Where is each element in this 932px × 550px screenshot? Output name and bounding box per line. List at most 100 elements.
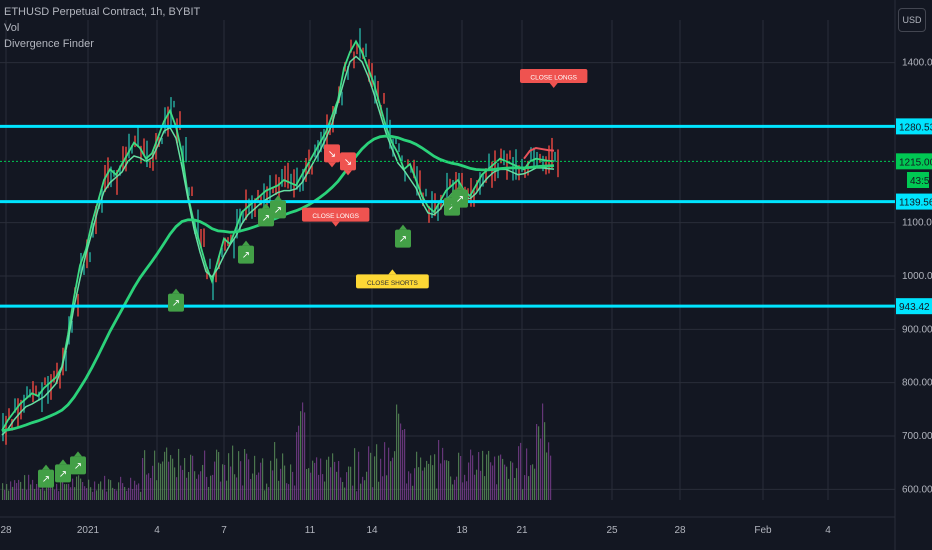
price-candle (233, 239, 235, 259)
volume-bar (506, 466, 508, 500)
price-candle (155, 133, 157, 160)
sell-signal-marker[interactable]: CLOSE LONGS (302, 207, 370, 227)
volume-bar (164, 451, 166, 500)
price-candle (134, 135, 136, 148)
marker-pointer (331, 221, 340, 227)
price-candle (548, 145, 550, 174)
price-candle (293, 169, 295, 198)
volume-bar (102, 489, 104, 500)
volume-bar (218, 452, 220, 500)
volume-bar (220, 481, 222, 500)
volume-bar (346, 472, 348, 500)
price-badge (896, 153, 932, 170)
price-candle (131, 145, 133, 154)
marker-pointer (242, 240, 250, 246)
volume-bar (120, 476, 122, 500)
price-candle (317, 140, 319, 162)
price-candle (71, 320, 73, 333)
price-candle (395, 136, 397, 144)
price-candle (398, 143, 400, 153)
price-candle (245, 189, 247, 221)
volume-bar (442, 447, 444, 500)
sell-signal-marker[interactable]: CLOSE LONGS (520, 69, 588, 88)
volume-bar (390, 461, 392, 500)
buy-signal-marker[interactable]: ↗ (238, 240, 254, 264)
volume-bar (166, 447, 168, 500)
volume-bar (30, 484, 32, 500)
volume-bar (36, 483, 38, 500)
symbol-title[interactable]: ETHUSD Perpetual Contract, 1h, BYBIT (4, 6, 201, 18)
y-tick-label: 1000.00 (902, 271, 932, 282)
volume-bar (324, 481, 326, 500)
volume-bar (10, 481, 12, 500)
volume-bar (170, 455, 172, 500)
volume-bar (320, 458, 322, 500)
volume-bar (512, 462, 514, 500)
volume-bar (260, 462, 262, 500)
volume-bar (510, 461, 512, 500)
price-candle (167, 106, 169, 137)
volume-bar (530, 465, 532, 500)
buy-signal-marker[interactable]: ↗ (270, 195, 286, 219)
volume-bar (394, 451, 396, 500)
volume-bar (184, 458, 186, 500)
sell-signal-marker[interactable]: ↘ (340, 152, 356, 176)
volume-bar (122, 483, 124, 500)
chart-legend: ETHUSD Perpetual Contract, 1h, BYBIT Vol… (4, 4, 200, 52)
marker-pointer (344, 170, 352, 176)
sell-signal-marker[interactable]: ↘ (324, 144, 340, 168)
buy-signal-marker[interactable]: ↗ (55, 459, 71, 483)
price-candle (89, 252, 91, 263)
volume-bar (350, 466, 352, 500)
price-candle (128, 133, 130, 159)
marker-text: ↗ (262, 213, 270, 224)
volume-bar (472, 455, 474, 500)
volume-bar (38, 482, 40, 500)
volume-bar (60, 479, 62, 500)
price-candle (29, 389, 31, 398)
indicator-volume[interactable]: Vol (4, 22, 20, 34)
volume-bar (64, 484, 66, 500)
price-candle (287, 162, 289, 189)
price-candle (65, 350, 67, 372)
volume-bar (20, 481, 22, 500)
volume-bar (392, 457, 394, 500)
buy-signal-marker[interactable]: ↗ (452, 184, 468, 208)
buy-signal-marker[interactable]: ↗ (38, 464, 54, 488)
y-tick-label: 700.00 (902, 431, 932, 442)
volume-bar (100, 481, 102, 500)
volume-bar (136, 484, 138, 500)
close_short-signal-marker[interactable]: CLOSE SHORTS (356, 269, 429, 289)
buy-signal-marker[interactable]: ↗ (168, 288, 184, 312)
price-badge-label: 43:59 (910, 176, 932, 187)
volume-bar (162, 461, 164, 500)
volume-bar (342, 481, 344, 500)
volume-bar (332, 453, 334, 500)
volume-bar (436, 488, 438, 500)
volume-bar (168, 461, 170, 500)
volume-bar (198, 474, 200, 500)
price-candle (305, 157, 307, 182)
volume-bar (266, 483, 268, 500)
volume-bar (528, 476, 530, 500)
price-candle (275, 174, 277, 195)
buy-signal-marker[interactable]: ↗ (395, 224, 411, 248)
x-tick-label: Feb (754, 525, 772, 536)
level-badge (896, 118, 932, 135)
price-candle (26, 386, 28, 397)
price-candle (212, 276, 214, 301)
volume-bar (236, 477, 238, 500)
price-candle (542, 155, 544, 172)
volume-bar (310, 472, 312, 500)
volume-bar (296, 432, 298, 500)
volume-bar (546, 452, 548, 500)
currency-unit-button[interactable]: USD (898, 8, 926, 32)
indicator-divergence-finder[interactable]: Divergence Finder (4, 38, 94, 50)
price-candle (50, 374, 52, 400)
volume-bar (402, 429, 404, 500)
volume-bar (422, 470, 424, 500)
buy-signal-marker[interactable]: ↗ (70, 451, 86, 475)
price-candle (218, 256, 220, 270)
volume-bar (328, 456, 330, 500)
